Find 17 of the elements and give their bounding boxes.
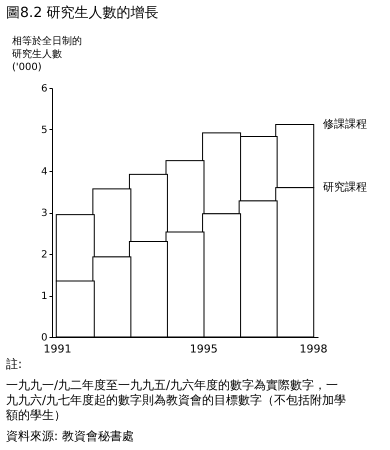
- source-note: 資料來源: 教資會秘書處: [6, 429, 134, 443]
- x-tick-label: 1991: [44, 342, 72, 356]
- y-tick-label: 0: [41, 332, 48, 344]
- y-tick-label: 2: [41, 250, 48, 260]
- x-tick-label: 1995: [190, 342, 218, 356]
- chart-title: 圖8.2 研究生人數的增長: [6, 5, 159, 21]
- series-label: 修課課程: [323, 118, 367, 131]
- text: 一九九一/九二年度至一九九五/九六年度的數字為實際數字，一九九六/九七年度起的數字則為教資會的目標數字（不包括附加學額的學生）: [6, 378, 346, 422]
- series-label: 研究課程: [323, 180, 367, 194]
- y-axis-title: 相等於全日制的研究生人數 ('000): [12, 35, 82, 73]
- y-tick-label: 1: [41, 291, 48, 302]
- y-tick-label: 6: [41, 84, 48, 94]
- x-tick-label: 1998: [300, 342, 328, 356]
- text: 註:: [6, 357, 22, 371]
- y-tick-label: 4: [41, 166, 48, 178]
- y-tick-label: 3: [41, 208, 48, 219]
- y-tick-label: 5: [41, 125, 48, 136]
